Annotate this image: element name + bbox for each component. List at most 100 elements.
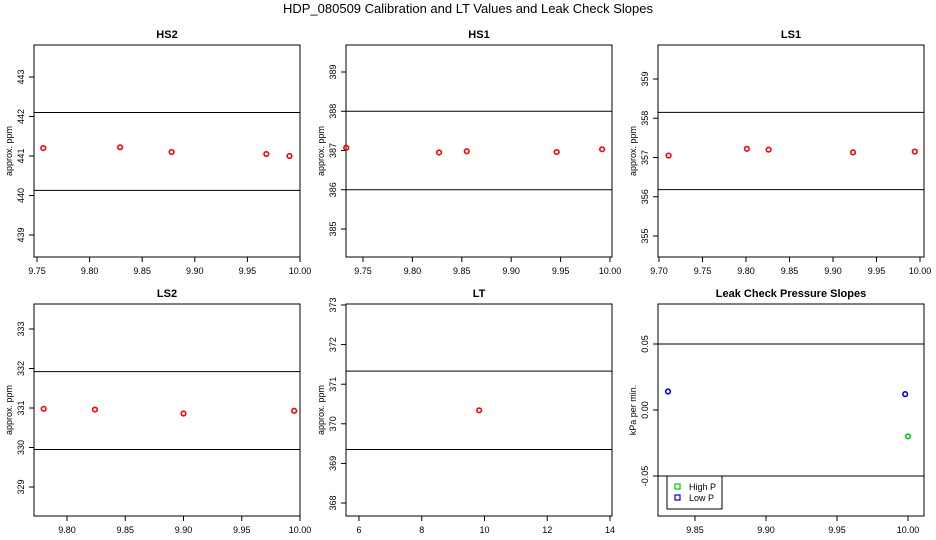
data-point [902,391,909,398]
y-axis-label: kPa per min. [628,385,638,436]
y-tick-label: 333 [16,321,26,336]
panel-ls2: LS2 9.80 9.85 9.90 9.95 10.00 329 330 331 332 333 a… [4,288,311,535]
x-tick-label: 9.80 [737,266,755,276]
panel-ls1: LS1 9.70 9.75 9.80 9.85 9.90 9.95 10.00 355 356 35… [628,29,931,276]
data-point [286,152,293,160]
y-tick-label: 357 [640,150,650,165]
panel-title: HS2 [156,29,177,41]
y-axis-label: approx. ppm [4,126,14,176]
x-tick-label: 9.80 [404,266,422,276]
data-point [743,145,750,152]
y-tick-label: 329 [16,479,26,494]
panel-title: LS1 [781,29,801,41]
x-tick-label: 9.90 [757,525,775,535]
y-tick-label: -0.05 [640,466,650,487]
y-axis-label: approx. ppm [628,126,638,176]
x-tick-label: 10.00 [897,525,920,535]
y-tick-label: 370 [328,416,338,431]
y-tick-label: 388 [328,104,338,119]
y-tick-label: 439 [16,227,26,242]
x-tick-label: 9.85 [781,266,799,276]
plot-frame [345,303,613,517]
panel-lt: LT 6 8 10 12 14 368 369 370 371 372 373 approx. ppm [316,288,615,535]
x-tick-label: 10.00 [909,266,932,276]
legend-marker [674,483,681,490]
y-tick-label: 373 [328,297,338,312]
panel-hs1: HS1 9.75 9.80 9.85 9.90 9.95 10.00 385 386 387 388… [316,29,621,276]
y-tick-label: 441 [16,148,26,163]
y-tick-label: 332 [16,361,26,376]
x-tick-label: 12 [542,525,552,535]
x-tick-label: 9.95 [233,525,251,535]
x-tick-label: 9.95 [868,266,886,276]
data-point [435,149,443,156]
y-tick-label: 442 [16,109,26,124]
y-tick-label: 386 [328,182,338,197]
x-tick-label: 10 [479,525,489,535]
y-tick-label: 443 [16,69,26,84]
y-tick-label: 330 [16,440,26,455]
data-point [40,145,47,152]
y-tick-label: 372 [328,337,338,352]
data-point [180,410,187,417]
x-tick-label: 9.90 [824,266,842,276]
x-tick-label: 9.80 [81,266,99,276]
y-tick-label: 359 [640,71,650,86]
x-tick-label: 14 [605,525,615,535]
x-tick-label: 10.00 [599,266,622,276]
x-tick-label: 9.85 [453,266,471,276]
panel-title: LT [473,288,486,300]
y-tick-label: 371 [328,377,338,392]
y-tick-label: 331 [16,400,26,415]
x-tick-label: 9.90 [175,525,193,535]
data-point [117,144,124,151]
panel-title: LS2 [157,288,177,300]
x-tick-label: 9.85 [686,525,704,535]
legend-marker [674,494,681,501]
data-point [553,148,560,156]
x-tick-label: 6 [356,525,361,535]
y-tick-label: 0.00 [640,401,650,419]
plot-frame [657,44,925,258]
y-axis-label: approx. ppm [316,126,326,176]
plot-frame [33,44,301,258]
x-tick-label: 9.70 [650,266,668,276]
data-point [904,433,912,440]
legend-label: High P [689,482,716,492]
x-tick-label: 9.75 [694,266,712,276]
y-tick-label: 0.05 [640,335,650,353]
x-tick-label: 9.90 [502,266,520,276]
x-tick-label: 9.75 [354,266,372,276]
data-point [665,152,672,159]
x-tick-label: 9.80 [58,525,76,535]
panel-hs2: HS2 9.75 9.80 9.85 9.90 9.95 10.00 439 440 441 442… [4,29,311,276]
data-point [598,146,606,153]
x-tick-label: 10.00 [289,266,312,276]
data-point [476,407,483,414]
x-tick-label: 9.95 [552,266,570,276]
x-tick-label: 9.90 [186,266,204,276]
figure-title: HDP_080509 Calibration and LT Values and… [282,1,654,16]
x-tick-label: 10.00 [289,525,312,535]
y-tick-label: 355 [640,228,650,243]
plot-frame [33,303,301,517]
y-tick-label: 389 [328,64,338,79]
x-tick-label: 8 [419,525,424,535]
data-point [168,148,175,156]
data-point [849,149,857,156]
y-axis-label: approx. ppm [4,385,14,435]
data-point [263,150,270,158]
y-tick-label: 368 [328,495,338,510]
y-tick-label: 440 [16,188,26,203]
y-tick-label: 385 [328,221,338,236]
data-point [765,146,772,153]
y-axis-label: approx. ppm [316,385,326,435]
x-tick-label: 9.75 [28,266,46,276]
legend-label: Low P [689,493,714,503]
y-tick-label: 369 [328,456,338,471]
x-tick-label: 9.85 [116,525,134,535]
panel-title: HS1 [468,29,489,41]
data-point [91,406,99,413]
